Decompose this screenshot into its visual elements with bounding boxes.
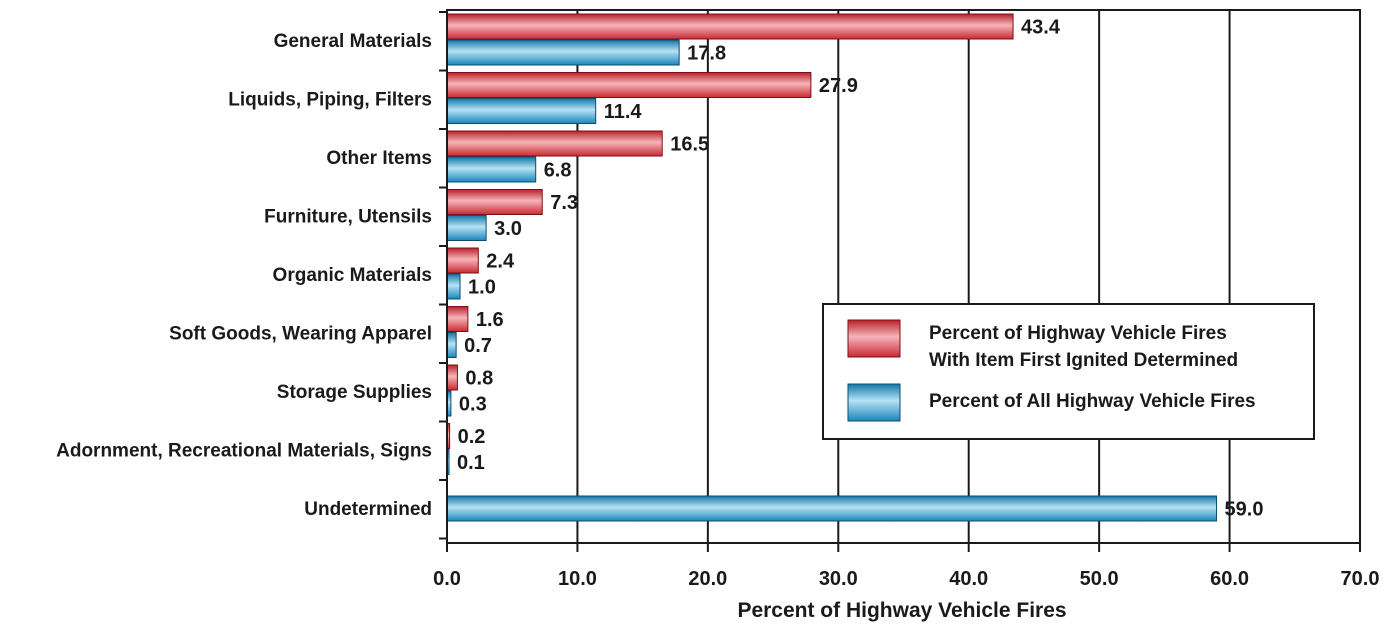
x-tick-label-1: 10.0 bbox=[558, 568, 597, 590]
x-tick-labels: 0.0 10.0 20.0 30.0 40.0 50.0 60.0 70.0 bbox=[433, 568, 1379, 590]
legend-box bbox=[822, 303, 1315, 440]
value-label-determined-6: 0.8 bbox=[465, 368, 493, 390]
value-label-determined-4: 2.4 bbox=[486, 251, 515, 273]
bar-all-0 bbox=[446, 39, 680, 66]
bar-all-2 bbox=[446, 156, 537, 183]
category-label-6: Storage Supplies bbox=[277, 382, 432, 403]
plot-frame bbox=[439, 9, 1361, 552]
value-label-determined-2: 16.5 bbox=[670, 134, 709, 156]
x-tick-label-5: 50.0 bbox=[1080, 568, 1119, 590]
bar-determined-2 bbox=[446, 130, 663, 157]
legend-label-determined-0: Percent of Highway Vehicle Fires bbox=[929, 323, 1227, 344]
bar-all-8 bbox=[446, 495, 1218, 522]
value-label-all-2: 6.8 bbox=[544, 160, 572, 182]
value-label-determined-1: 27.9 bbox=[819, 75, 858, 97]
legend-swatch-all bbox=[847, 383, 901, 422]
x-tick-label-2: 20.0 bbox=[688, 568, 727, 590]
x-tick-label-4: 40.0 bbox=[949, 568, 988, 590]
bar-determined-0 bbox=[446, 13, 1014, 40]
category-label-1: Liquids, Piping, Filters bbox=[228, 90, 432, 111]
value-label-determined-5: 1.6 bbox=[476, 309, 504, 331]
value-label-determined-3: 7.3 bbox=[550, 192, 578, 214]
category-label-7: Adornment, Recreational Materials, Signs bbox=[56, 441, 432, 462]
bars: 43.4 17.8 27.9 11.4 16.5 6.8 7.3 3.0 2.4 1.0 1.6 0.… bbox=[446, 13, 1264, 522]
bar-determined-6 bbox=[446, 364, 458, 391]
value-label-all-0: 17.8 bbox=[687, 43, 726, 65]
x-tick-label-7: 70.0 bbox=[1341, 568, 1380, 590]
category-label-2: Other Items bbox=[326, 148, 432, 169]
x-tick-label-0: 0.0 bbox=[433, 568, 461, 590]
x-tick-label-3: 30.0 bbox=[819, 568, 858, 590]
bar-determined-3 bbox=[446, 189, 543, 215]
bar-determined-1 bbox=[446, 72, 812, 98]
legend-label-all-0: Percent of All Highway Vehicle Fires bbox=[929, 391, 1256, 412]
bar-determined-4 bbox=[446, 247, 479, 274]
legend-label-determined-1: With Item First Ignited Determined bbox=[929, 350, 1238, 371]
value-label-all-5: 0.7 bbox=[464, 335, 492, 357]
bar-all-4 bbox=[446, 273, 461, 300]
category-labels: General Materials Liquids, Piping, Filter… bbox=[56, 31, 432, 520]
value-label-all-4: 1.0 bbox=[468, 277, 496, 299]
bar-all-1 bbox=[446, 98, 597, 124]
bar-determined-5 bbox=[446, 306, 469, 332]
x-axis-title: Percent of Highway Vehicle Fires bbox=[737, 599, 1066, 622]
value-label-determined-0: 43.4 bbox=[1021, 17, 1061, 39]
gridlines bbox=[576, 10, 1231, 543]
legend-swatch-determined bbox=[847, 319, 901, 358]
category-label-0: General Materials bbox=[274, 31, 432, 52]
bar-all-3 bbox=[446, 215, 487, 241]
value-label-all-6: 0.3 bbox=[459, 394, 487, 416]
legend: Percent of Highway Vehicle Fires With Ite… bbox=[822, 303, 1315, 440]
x-tick-label-6: 60.0 bbox=[1210, 568, 1249, 590]
value-label-determined-7: 0.2 bbox=[458, 426, 486, 448]
value-label-all-3: 3.0 bbox=[494, 218, 522, 240]
category-label-4: Organic Materials bbox=[273, 265, 432, 286]
value-label-all-7: 0.1 bbox=[457, 452, 485, 474]
bar-all-5 bbox=[446, 332, 457, 358]
category-label-3: Furniture, Utensils bbox=[264, 207, 432, 228]
value-label-all-8: 59.0 bbox=[1225, 499, 1264, 521]
value-label-all-1: 11.4 bbox=[604, 101, 643, 123]
category-label-5: Soft Goods, Wearing Apparel bbox=[169, 324, 432, 345]
plot-border bbox=[446, 9, 1361, 544]
category-label-8: Undetermined bbox=[304, 499, 432, 520]
